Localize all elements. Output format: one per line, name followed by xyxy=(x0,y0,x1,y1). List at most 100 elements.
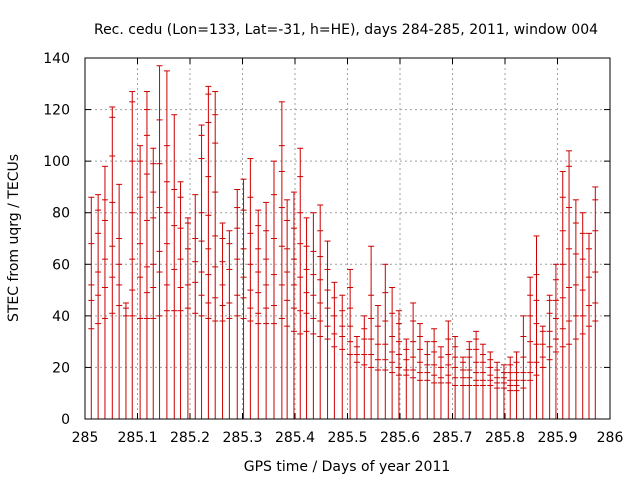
error-bar xyxy=(382,263,389,419)
y-tick-label: 0 xyxy=(61,412,70,428)
error-bar xyxy=(129,91,136,419)
x-tick-label: 285.8 xyxy=(485,430,525,446)
error-bar xyxy=(247,158,254,419)
error-bar xyxy=(184,217,191,419)
error-bar xyxy=(452,335,459,419)
x-tick-label: 285.3 xyxy=(222,430,262,446)
error-bar xyxy=(219,222,226,419)
error-bar xyxy=(95,194,102,419)
error-bar xyxy=(527,276,534,419)
error-bar xyxy=(353,335,360,419)
error-bar xyxy=(290,191,297,419)
error-bar xyxy=(539,325,546,419)
error-bar xyxy=(395,310,402,419)
error-bar xyxy=(389,286,396,419)
data-series xyxy=(88,65,599,419)
error-bar xyxy=(310,212,317,419)
error-bar xyxy=(410,302,417,419)
error-bar xyxy=(533,235,540,419)
y-tick-label: 60 xyxy=(52,257,70,273)
error-bar xyxy=(507,356,514,419)
error-bar xyxy=(559,170,566,419)
error-bar xyxy=(487,351,494,419)
x-axis-label: GPS time / Days of year 2011 xyxy=(244,459,451,475)
y-tick-label: 140 xyxy=(43,51,70,67)
y-tick-label: 20 xyxy=(52,360,70,376)
y-tick-label: 40 xyxy=(52,309,70,325)
error-bar xyxy=(494,361,501,419)
error-bar xyxy=(109,106,116,419)
error-bar xyxy=(317,204,324,419)
error-bar xyxy=(424,341,431,419)
x-tick-label: 285.9 xyxy=(537,430,577,446)
error-bar xyxy=(271,160,277,419)
y-tick-label: 80 xyxy=(52,206,70,222)
error-bar xyxy=(473,330,480,419)
error-bar xyxy=(192,194,199,419)
error-bar xyxy=(198,124,205,419)
grid xyxy=(85,58,610,419)
error-bar xyxy=(324,240,331,419)
y-axis-label: STEC from uqrg / TECUs xyxy=(6,154,22,322)
error-bar xyxy=(552,263,559,419)
error-bar xyxy=(513,351,520,419)
error-bar xyxy=(586,232,592,419)
error-bar xyxy=(150,147,157,419)
error-bar xyxy=(431,328,438,419)
error-bar xyxy=(122,302,129,419)
x-tick-label: 285.2 xyxy=(170,430,210,446)
x-tick-label: 285.1 xyxy=(117,430,157,446)
error-bar xyxy=(374,305,381,419)
x-tick-label: 286 xyxy=(597,430,624,446)
error-bar xyxy=(278,101,285,419)
error-bar xyxy=(331,281,338,419)
error-bar xyxy=(205,85,212,419)
error-bar xyxy=(255,209,262,419)
x-tick-label: 285.7 xyxy=(432,430,472,446)
y-tick-label: 120 xyxy=(43,103,70,119)
error-bar xyxy=(240,178,247,419)
error-bar xyxy=(437,346,444,419)
error-bar xyxy=(339,294,346,419)
error-bar xyxy=(566,150,573,419)
error-bar xyxy=(347,268,354,419)
error-bar xyxy=(500,364,507,419)
error-bar xyxy=(263,201,270,419)
error-bar xyxy=(137,145,144,419)
error-bar xyxy=(284,199,291,419)
error-bar xyxy=(303,217,310,419)
error-bar xyxy=(163,70,170,419)
error-bar xyxy=(226,230,233,419)
error-bar xyxy=(171,114,178,419)
error-bar xyxy=(88,196,95,419)
error-bar xyxy=(234,189,241,419)
error-bar xyxy=(212,91,219,419)
error-bar xyxy=(520,315,527,419)
error-bar xyxy=(177,181,184,419)
error-bar xyxy=(460,356,466,419)
error-bar xyxy=(116,183,123,419)
error-bar xyxy=(101,165,108,419)
error-bar xyxy=(403,338,410,419)
error-bar xyxy=(466,341,473,419)
error-bar xyxy=(368,245,375,419)
x-tick-label: 285.4 xyxy=(275,430,315,446)
chart-title: Rec. cedu (Lon=133, Lat=-31, h=HE), days… xyxy=(94,22,598,38)
error-bar xyxy=(479,343,486,419)
x-tick-label: 285.5 xyxy=(327,430,367,446)
y-tick-label: 100 xyxy=(43,154,70,170)
x-tick-label: 285.6 xyxy=(380,430,420,446)
axis-ticks: 285 285.1 285.2 285.3 285.4 285.5 285.6 285.7 28… xyxy=(43,51,623,446)
x-tick-label: 285 xyxy=(72,430,99,446)
error-bar xyxy=(156,65,163,419)
error-bar xyxy=(445,320,452,419)
error-bar xyxy=(572,199,579,419)
error-bar xyxy=(416,323,423,419)
error-bar xyxy=(579,212,586,419)
error-bar xyxy=(297,147,304,419)
error-bar xyxy=(361,315,368,419)
error-bar xyxy=(143,91,150,419)
error-bar xyxy=(592,186,599,419)
error-bar xyxy=(546,294,553,419)
